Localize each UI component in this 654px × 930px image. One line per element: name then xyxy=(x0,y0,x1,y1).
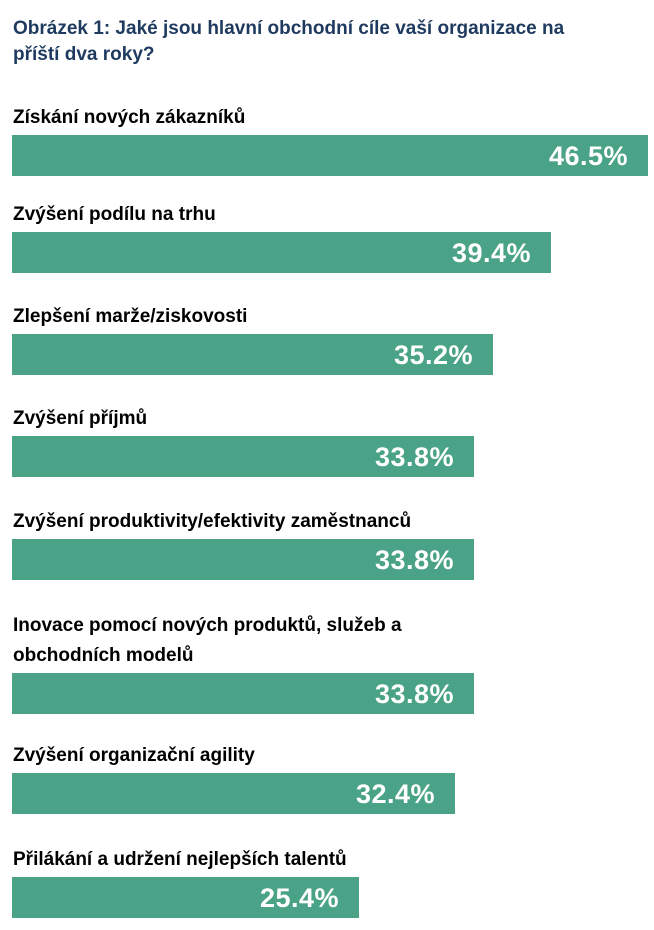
bar-value-label: 39.4% xyxy=(451,238,531,268)
bar: 33.8% xyxy=(12,436,474,477)
bar-value-label: 32.4% xyxy=(355,779,435,809)
bar: 35.2% xyxy=(12,334,493,375)
category-label: Přilákání a udržení nejlepších talentů xyxy=(13,849,347,870)
category-label: Zlepšení marže/ziskovosti xyxy=(13,306,248,327)
bar-value-label: 35.2% xyxy=(393,340,473,370)
bar: 25.4% xyxy=(12,877,359,918)
category-label: Zvýšení organizační agility xyxy=(13,745,255,766)
bar: 39.4% xyxy=(12,232,551,273)
category-label: Zvýšení příjmů xyxy=(13,408,148,429)
bar-value-label: 46.5% xyxy=(548,141,628,171)
category-label: Zvýšení produktivity/efektivity zaměstna… xyxy=(13,511,412,532)
bar: 33.8% xyxy=(12,673,474,714)
bar-value-label: 33.8% xyxy=(374,442,454,472)
bar-value-label: 33.8% xyxy=(374,679,454,709)
chart-title: Obrázek 1: Jaké jsou hlavní obchodní cíl… xyxy=(13,18,565,65)
category-label: Získání nových zákazníků xyxy=(13,107,246,128)
bar: 33.8% xyxy=(12,539,474,580)
category-label: Inovace pomocí nových produktů, služeb a… xyxy=(13,615,402,666)
bar-value-label: 25.4% xyxy=(259,883,339,913)
bar-value-label: 33.8% xyxy=(374,545,454,575)
bar: 46.5% xyxy=(12,135,648,176)
bar: 32.4% xyxy=(12,773,455,814)
category-label: Zvýšení podílu na trhu xyxy=(13,204,216,225)
